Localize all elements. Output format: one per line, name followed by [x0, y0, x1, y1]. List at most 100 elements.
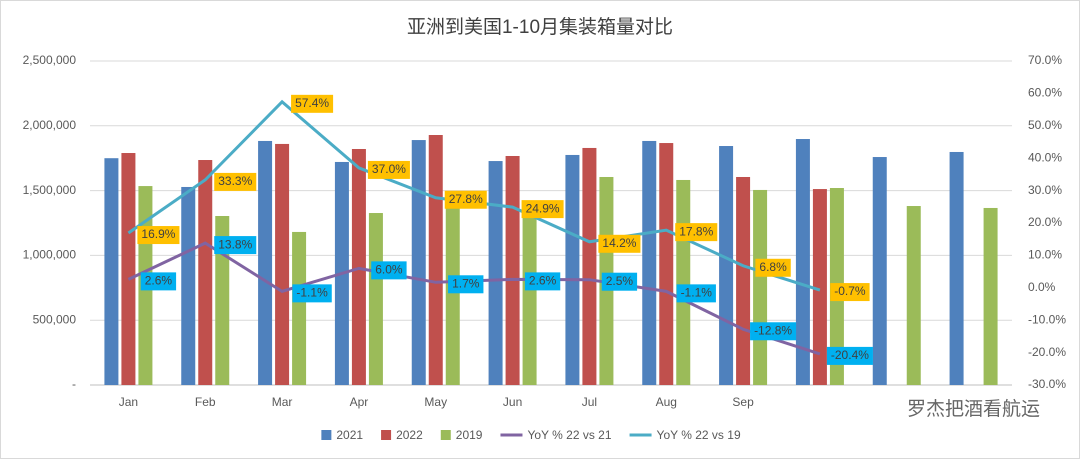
y2-tick-label: 50.0%	[1028, 118, 1062, 132]
y-tick-label: 2,500,000	[23, 53, 77, 67]
legend-symbol	[440, 430, 451, 440]
data-label-box	[140, 272, 177, 291]
data-label-box	[750, 322, 797, 341]
y2-tick-label: 70.0%	[1028, 53, 1062, 67]
bar	[368, 213, 383, 385]
bar	[753, 189, 768, 385]
y-tick-label: 1,000,000	[23, 248, 77, 262]
y2-tick-label: 60.0%	[1028, 86, 1062, 100]
data-label: -12.8%	[754, 323, 792, 337]
y2-tick-label: 0.0%	[1028, 280, 1056, 294]
legend-symbol	[321, 430, 332, 440]
bar	[121, 153, 136, 385]
data-label-box	[826, 346, 873, 365]
bar	[983, 207, 998, 385]
x-tick-label: Jan	[119, 395, 138, 409]
data-label-box	[291, 94, 334, 113]
bar	[522, 210, 537, 385]
bar	[505, 155, 520, 385]
data-label-box	[601, 272, 638, 291]
data-label: -1.1%	[296, 286, 328, 300]
data-label: 37.0%	[372, 162, 406, 176]
bar	[565, 154, 580, 385]
data-label: -1.1%	[681, 286, 713, 300]
bar	[795, 139, 810, 385]
bar	[104, 158, 119, 385]
x-tick-label: Jun	[503, 395, 522, 409]
bar	[906, 206, 921, 385]
bar	[719, 146, 734, 385]
data-label-box	[448, 275, 484, 294]
legend-label: YoY % 22 vs 19	[657, 428, 741, 442]
data-label: 57.4%	[295, 96, 329, 110]
bar	[445, 203, 460, 385]
bar	[258, 140, 273, 385]
data-label-box	[137, 226, 180, 245]
legend-label: 2022	[396, 428, 423, 442]
x-tick-label: Mar	[272, 395, 293, 409]
bar	[292, 231, 307, 385]
y-tick-label: 2,000,000	[23, 118, 77, 132]
bar	[736, 176, 751, 385]
bar	[428, 135, 443, 385]
data-label: 1.7%	[452, 276, 480, 290]
bar	[642, 140, 657, 385]
data-label: 14.2%	[602, 236, 636, 250]
bar	[659, 143, 674, 385]
data-label: 2.5%	[606, 274, 634, 288]
legend-label: YoY % 22 vs 21	[527, 428, 611, 442]
watermark: 罗杰把酒看航运	[907, 398, 1040, 420]
bar	[582, 147, 597, 385]
bar	[215, 216, 230, 385]
data-label: 6.0%	[375, 263, 403, 277]
y-tick-label: 1,500,000	[23, 183, 77, 197]
y2-tick-label: -10.0%	[1028, 312, 1066, 326]
bar	[676, 179, 691, 385]
x-tick-label: Feb	[195, 395, 216, 409]
data-label-box	[598, 234, 641, 253]
data-label: -20.4%	[831, 348, 869, 362]
chart-title: 亚洲到美国1-10月集装箱量对比	[407, 16, 673, 38]
data-label-box	[755, 258, 791, 277]
data-label-box	[524, 272, 561, 291]
legend-label: 2021	[336, 428, 363, 442]
data-label: 6.8%	[759, 260, 787, 274]
x-tick-label: Aug	[656, 395, 677, 409]
legend-label: 2019	[456, 428, 483, 442]
y2-tick-label: 40.0%	[1028, 150, 1062, 164]
bar	[275, 143, 290, 385]
data-label-box	[292, 284, 332, 303]
bar	[872, 157, 887, 385]
data-label: 27.8%	[449, 192, 483, 206]
data-label-box	[367, 160, 410, 179]
bar	[488, 161, 503, 385]
y2-tick-label: 30.0%	[1028, 183, 1062, 197]
data-label: 13.8%	[218, 237, 252, 251]
y2-tick-label: 10.0%	[1028, 248, 1062, 262]
legend-symbol	[381, 430, 392, 440]
y-tick-label: -	[72, 377, 76, 391]
data-label: 24.9%	[526, 201, 560, 215]
bar	[812, 189, 827, 385]
x-tick-label: May	[424, 395, 447, 409]
x-tick-label: Apr	[350, 395, 369, 409]
y-tick-label: 500,000	[33, 312, 77, 326]
data-label: -0.7%	[834, 284, 866, 298]
data-label-box	[214, 172, 257, 191]
y2-tick-label: 20.0%	[1028, 215, 1062, 229]
bar	[949, 151, 964, 385]
data-label-box	[371, 261, 407, 280]
data-label-box	[521, 200, 564, 219]
x-tick-label: Jul	[582, 395, 597, 409]
data-label: 2.6%	[145, 274, 173, 288]
data-label-box	[214, 236, 257, 255]
bar	[181, 186, 196, 385]
data-label-box	[675, 223, 718, 242]
y2-tick-label: -30.0%	[1028, 377, 1066, 391]
bar	[198, 160, 213, 385]
data-label-box	[676, 284, 716, 303]
bar	[411, 140, 426, 385]
x-tick-label: Sep	[732, 395, 754, 409]
data-label: 2.6%	[529, 274, 557, 288]
